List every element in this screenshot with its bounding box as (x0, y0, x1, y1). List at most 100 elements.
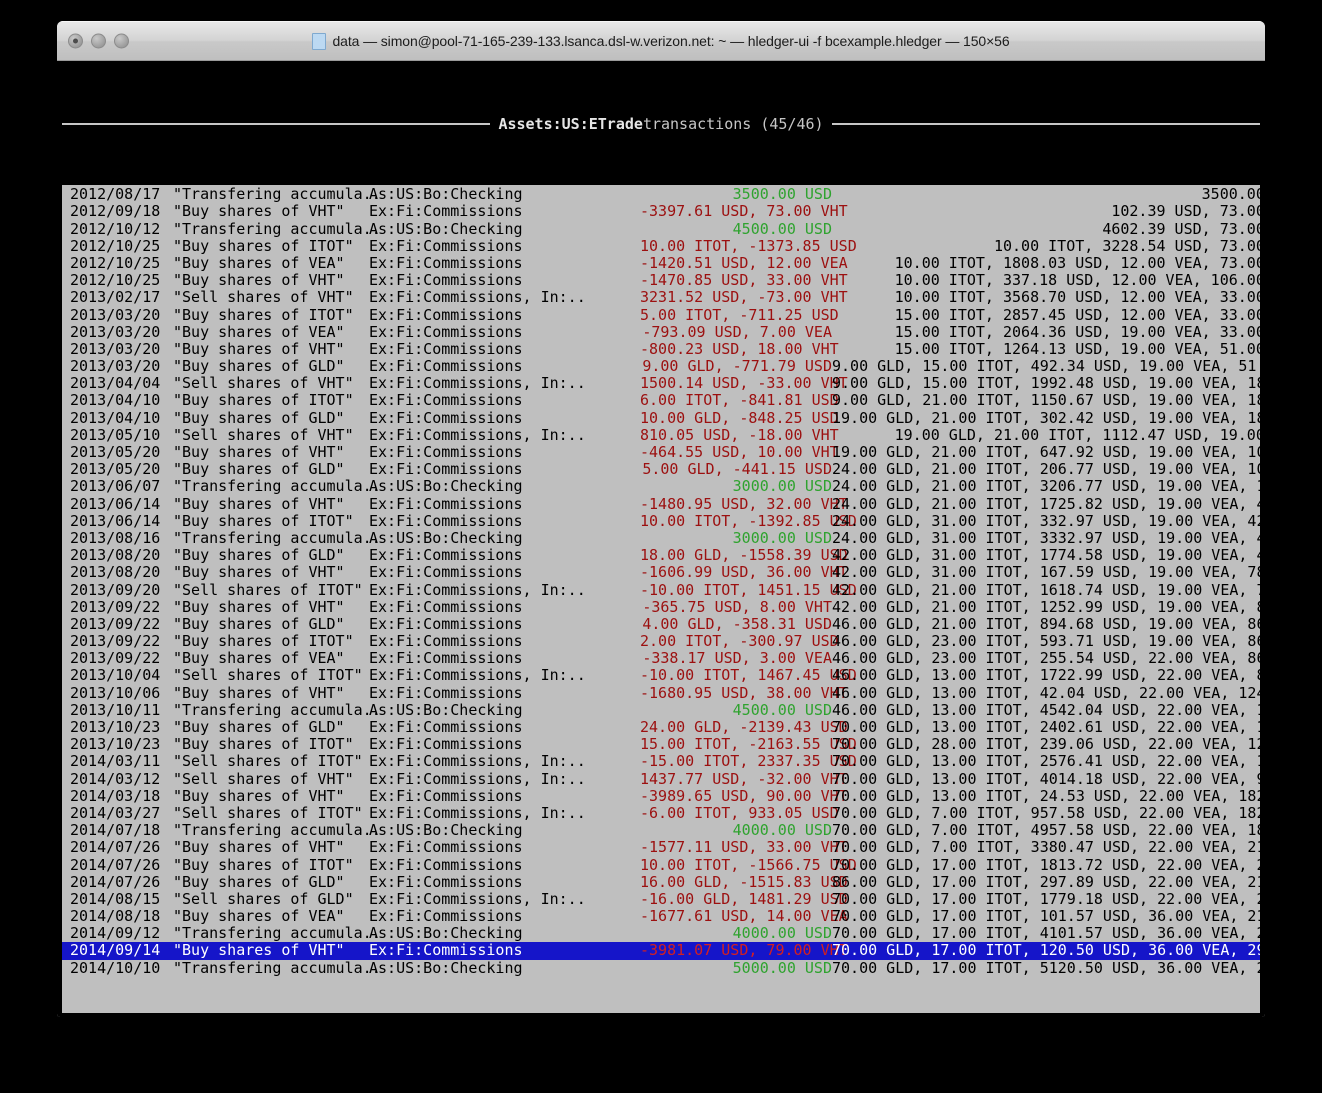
transaction-row[interactable]: 2013/04/04 "Sell shares of VHT" Ex:Fi:Comm… (62, 375, 1260, 392)
transaction-account: Ex:Fi:Commissions, In:.. (369, 374, 586, 393)
transaction-row[interactable]: 2013/03/20 "Buy shares of VHT" Ex:Fi:Commi… (62, 339, 1260, 358)
transaction-row[interactable]: 2014/09/14 "Buy shares of VHT" Ex:Fi:Commi… (62, 941, 1260, 960)
zoom-button[interactable] (114, 33, 129, 49)
transaction-row[interactable]: 2013/10/06 "Buy shares of VHT" Ex:Fi:Commi… (62, 683, 1260, 702)
transaction-balance: 24.00 GLD, 21.00 ITOT, 206.77 USD, 19.00… (832, 460, 1260, 479)
transaction-amount: 16.00 GLD, -1515.83 USD (640, 872, 848, 891)
transaction-amount: -16.00 GLD, 1481.29 USD (640, 889, 848, 908)
transaction-row[interactable]: 2013/02/17 "Sell shares of VHT" Ex:Fi:Comm… (62, 289, 1260, 306)
transaction-description: "Buy shares of VHT" (173, 563, 345, 582)
transaction-description: "Transfering accumula.. (173, 219, 381, 238)
transaction-row[interactable]: 2013/04/10 "Buy shares of ITOT" Ex:Fi:Comm… (62, 392, 1260, 409)
transaction-row[interactable]: 2013/10/04 "Sell shares of ITOT" Ex:Fi:Com… (62, 667, 1260, 684)
transaction-row[interactable]: 2013/09/20 "Sell shares of ITOT" Ex:Fi:Com… (62, 581, 1260, 599)
transaction-row[interactable]: 2014/10/10 "Transfering accumula..As:US:B… (62, 958, 1260, 977)
transaction-list[interactable]: 2012/08/17 "Transfering accumula..As:US:B… (62, 185, 1260, 1013)
transaction-row[interactable]: 2013/03/20 "Buy shares of GLD" Ex:Fi:Commi… (62, 357, 1260, 376)
transaction-account: Ex:Fi:Commissions (369, 253, 523, 272)
window-titlebar[interactable]: data — simon@pool-71-165-239-133.lsanca.… (57, 21, 1265, 61)
transaction-description: "Sell shares of VHT" (173, 374, 354, 393)
transaction-description: "Buy shares of VHT" (173, 838, 345, 857)
transaction-row[interactable]: 2014/03/12 "Sell shares of VHT" Ex:Fi:Comm… (62, 770, 1260, 788)
close-button[interactable] (68, 33, 83, 49)
transaction-account: Ex:Fi:Commissions (369, 735, 523, 754)
transaction-row[interactable]: 2013/08/20 "Buy shares of GLD" Ex:Fi:Commi… (62, 546, 1260, 564)
minimize-button[interactable] (91, 33, 106, 49)
transaction-row[interactable]: 2013/06/14 "Buy shares of ITOT" Ex:Fi:Comm… (62, 512, 1260, 530)
transaction-account: As:US:Bo:Checking (369, 700, 523, 719)
transaction-row[interactable]: 2013/03/20 "Buy shares of ITOT" Ex:Fi:Comm… (62, 306, 1260, 324)
transaction-account: Ex:Fi:Commissions (369, 632, 523, 651)
transaction-row[interactable]: 2013/10/11 "Transfering accumula..As:US:B… (62, 700, 1260, 719)
transaction-date: 2013/03/20 (70, 357, 161, 376)
transaction-amount: 4000.00 USD (732, 924, 832, 943)
transaction-amount: 810.05 USD, -18.00 VHT (640, 425, 839, 444)
transaction-balance: 70.00 GLD, 17.00 ITOT, 1779.18 USD, 22.0… (832, 889, 1260, 908)
transaction-balance: 70.00 GLD, 28.00 ITOT, 239.06 USD, 22.00… (832, 735, 1260, 754)
header-account: Assets:US:ETrade (498, 114, 643, 133)
transaction-balance: 10.00 ITOT, 1808.03 USD, 12.00 VEA, 73.0… (894, 253, 1260, 272)
transaction-row[interactable]: 2013/09/22 "Buy shares of VHT" Ex:Fi:Commi… (62, 598, 1260, 616)
transaction-row[interactable]: 2014/09/12 "Transfering accumula..As:US:B… (62, 925, 1260, 942)
transaction-row[interactable]: 2012/10/25 "Buy shares of ITOT" Ex:Fi:Comm… (62, 236, 1260, 255)
transaction-account: Ex:Fi:Commissions, In:.. (369, 803, 586, 822)
transaction-row[interactable]: 2014/07/18 "Transfering accumula..As:US:B… (62, 821, 1260, 839)
transaction-row[interactable]: 2013/08/16 "Transfering accumula..As:US:B… (62, 528, 1260, 547)
transaction-amount: 15.00 ITOT, -2163.55 USD (640, 735, 857, 754)
transaction-row[interactable]: 2013/06/07 "Transfering accumula..As:US:B… (62, 478, 1260, 495)
transaction-account: Ex:Fi:Commissions (369, 460, 523, 479)
transaction-row[interactable]: 2012/10/25 "Buy shares of VHT" Ex:Fi:Commi… (62, 271, 1260, 289)
transaction-row[interactable]: 2014/03/27 "Sell shares of ITOT" Ex:Fi:Com… (62, 803, 1260, 822)
transaction-description: "Buy shares of VHT" (173, 683, 345, 702)
transaction-row[interactable]: 2014/07/26 "Buy shares of VHT" Ex:Fi:Commi… (62, 839, 1260, 856)
transaction-date: 2012/10/25 (70, 236, 161, 255)
transaction-row[interactable]: 2013/05/20 "Buy shares of GLD" Ex:Fi:Commi… (62, 461, 1260, 478)
transaction-row[interactable]: 2013/06/14 "Buy shares of VHT" Ex:Fi:Commi… (62, 494, 1260, 513)
transaction-date: 2014/10/10 (70, 958, 161, 977)
transaction-description: "Transfering accumula.. (173, 958, 381, 977)
transaction-row[interactable]: 2013/09/22 "Buy shares of GLD" Ex:Fi:Commi… (62, 614, 1260, 633)
transaction-date: 2014/07/26 (70, 872, 161, 891)
transaction-description: "Buy shares of VHT" (173, 494, 345, 513)
window-traffic-lights[interactable] (68, 33, 129, 49)
transaction-row[interactable]: 2013/04/10 "Buy shares of GLD" Ex:Fi:Commi… (62, 409, 1260, 427)
transaction-row[interactable]: 2014/03/18 "Buy shares of VHT" Ex:Fi:Commi… (62, 786, 1260, 805)
transaction-row[interactable]: 2013/10/23 "Buy shares of ITOT" Ex:Fi:Comm… (62, 736, 1260, 753)
transaction-date: 2012/08/17 (70, 185, 161, 204)
transaction-row[interactable]: 2012/09/18 "Buy shares of VHT" Ex:Fi:Commi… (62, 203, 1260, 220)
transaction-balance: 15.00 ITOT, 2064.36 USD, 19.00 VEA, 33.0… (894, 322, 1260, 341)
transaction-amount: -1680.95 USD, 38.00 VHT (640, 683, 848, 702)
transaction-account: As:US:Bo:Checking (369, 924, 523, 943)
transaction-row[interactable]: 2014/03/11 "Sell shares of ITOT" Ex:Fi:Com… (62, 753, 1260, 770)
transaction-account: Ex:Fi:Commissions (369, 786, 523, 805)
transaction-row[interactable]: 2014/07/26 "Buy shares of GLD" Ex:Fi:Commi… (62, 872, 1260, 891)
transaction-row[interactable]: 2013/10/23 "Buy shares of GLD" Ex:Fi:Commi… (62, 718, 1260, 737)
transaction-description: "Transfering accumula.. (173, 700, 381, 719)
transaction-row[interactable]: 2014/07/26 "Buy shares of ITOT" Ex:Fi:Comm… (62, 856, 1260, 874)
transaction-balance: 46.00 GLD, 21.00 ITOT, 894.68 USD, 19.00… (832, 614, 1260, 633)
transaction-account: Ex:Fi:Commissions (369, 322, 523, 341)
transaction-account: As:US:Bo:Checking (369, 477, 523, 496)
transaction-row[interactable]: 2012/10/25 "Buy shares of VEA" Ex:Fi:Commi… (62, 253, 1260, 272)
transaction-row[interactable]: 2013/05/10 "Sell shares of VHT" Ex:Fi:Comm… (62, 425, 1260, 444)
transaction-row[interactable]: 2013/09/22 "Buy shares of VEA" Ex:Fi:Commi… (62, 650, 1260, 667)
transaction-amount: 4.00 GLD, -358.31 USD (642, 614, 832, 633)
transaction-description: "Transfering accumula.. (173, 185, 381, 204)
transaction-row[interactable]: 2013/05/20 "Buy shares of VHT" Ex:Fi:Commi… (62, 443, 1260, 461)
transaction-row[interactable]: 2014/08/15 "Sell shares of GLD" Ex:Fi:Comm… (62, 889, 1260, 908)
transaction-row[interactable]: 2012/08/17 "Transfering accumula..As:US:B… (62, 186, 1260, 203)
transaction-balance: 70.00 GLD, 17.00 ITOT, 120.50 USD, 36.00… (832, 941, 1260, 960)
transaction-description: "Buy shares of ITOT" (173, 391, 354, 410)
transaction-row[interactable]: 2014/08/18 "Buy shares of VEA" Ex:Fi:Commi… (62, 907, 1260, 925)
transaction-row[interactable]: 2013/09/22 "Buy shares of ITOT" Ex:Fi:Comm… (62, 632, 1260, 651)
transaction-balance: 15.00 ITOT, 1264.13 USD, 19.00 VEA, 51.0… (894, 339, 1260, 358)
transaction-account: Ex:Fi:Commissions (369, 718, 523, 737)
transaction-date: 2013/04/10 (70, 391, 161, 410)
transaction-row[interactable]: 2012/10/12 "Transfering accumula..As:US:B… (62, 219, 1260, 238)
transaction-row[interactable]: 2013/03/20 "Buy shares of VEA" Ex:Fi:Commi… (62, 322, 1260, 341)
transaction-amount: 3000.00 USD (732, 528, 832, 547)
transaction-balance: 19.00 GLD, 21.00 ITOT, 1112.47 USD, 19.0… (894, 425, 1260, 444)
transaction-amount: -1577.11 USD, 33.00 VHT (640, 838, 848, 857)
transaction-row[interactable]: 2013/08/20 "Buy shares of VHT" Ex:Fi:Commi… (62, 564, 1260, 581)
transaction-description: "Buy shares of GLD" (173, 614, 345, 633)
